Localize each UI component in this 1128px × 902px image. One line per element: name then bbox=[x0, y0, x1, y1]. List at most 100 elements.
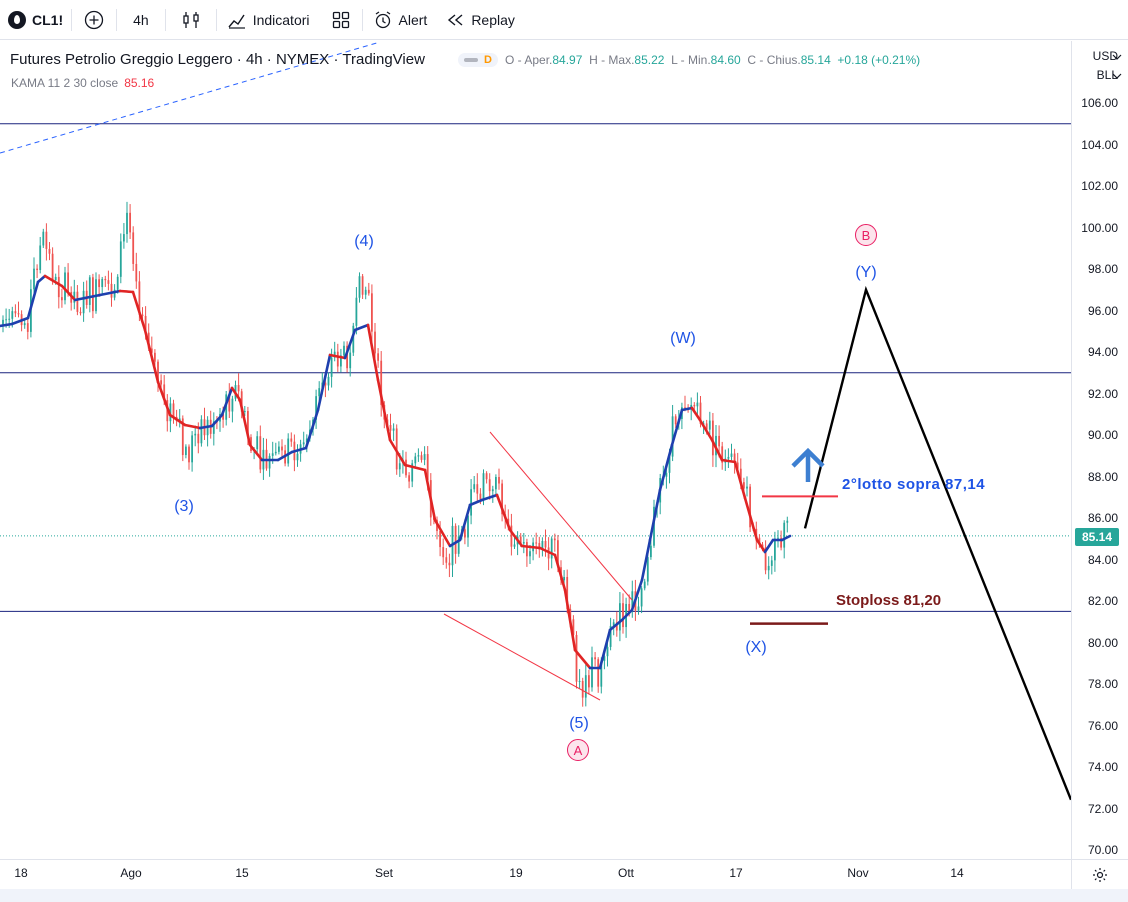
alert-button[interactable]: Alert bbox=[363, 0, 438, 40]
kama-segment bbox=[131, 290, 147, 332]
candle-body bbox=[231, 398, 234, 412]
candle-body bbox=[467, 515, 469, 538]
indicators-chart-icon bbox=[228, 14, 245, 29]
price-axis[interactable]: USD BLL 106.00 104.00 102.00 100.00 98.00 96.… bbox=[1071, 41, 1128, 859]
kama-segment bbox=[698, 418, 714, 442]
candle-body bbox=[364, 289, 367, 295]
currency-dropdown-icon[interactable] bbox=[1112, 54, 1122, 60]
kama-segment bbox=[598, 628, 612, 670]
replay-button[interactable]: Replay bbox=[437, 0, 525, 40]
candle-body bbox=[643, 581, 646, 589]
kama-legend[interactable]: KAMA 11 2 30 close 85.16 bbox=[11, 76, 154, 90]
currency-label[interactable]: USD bbox=[1092, 49, 1118, 63]
candle-body bbox=[575, 634, 578, 682]
price-tick-label: 96.00 bbox=[1087, 303, 1118, 318]
candle-body bbox=[11, 311, 14, 319]
candle-body bbox=[541, 540, 544, 550]
kama-segment bbox=[680, 406, 694, 412]
candle-body bbox=[178, 418, 181, 421]
kama-segment bbox=[60, 284, 77, 302]
time-tick-label: 17 bbox=[729, 866, 743, 880]
kama-segment bbox=[0, 322, 14, 328]
indicators-button[interactable]: Indicatori bbox=[217, 0, 320, 40]
candle-body bbox=[374, 331, 376, 354]
candle-body bbox=[116, 276, 119, 290]
wave-a-circle-label: A bbox=[567, 739, 589, 761]
candle-body bbox=[420, 455, 423, 460]
kama-segment bbox=[573, 648, 592, 670]
candle-body bbox=[566, 576, 569, 609]
candle-body bbox=[302, 442, 305, 445]
candle-body bbox=[705, 423, 708, 430]
elliott-projection-path[interactable] bbox=[803, 285, 1071, 801]
compare-button[interactable] bbox=[72, 0, 116, 40]
candle-body bbox=[197, 433, 200, 444]
chart-legend: Futures Petrolio Greggio Leggero · 4h · … bbox=[10, 51, 920, 68]
candle-body bbox=[628, 603, 631, 611]
wedge-lower-line[interactable] bbox=[443, 613, 601, 701]
kama-segment bbox=[238, 398, 252, 447]
candle-body bbox=[73, 291, 76, 303]
candle-body bbox=[88, 277, 91, 305]
kama-segment bbox=[608, 618, 624, 632]
kama-segment bbox=[458, 503, 472, 542]
candle-body bbox=[172, 403, 175, 417]
chart-type-button[interactable] bbox=[166, 0, 216, 40]
time-axis[interactable] bbox=[0, 859, 1071, 889]
candle-body bbox=[584, 675, 587, 698]
candle-body bbox=[650, 545, 652, 558]
kama-segment bbox=[553, 553, 567, 592]
candle-body bbox=[619, 603, 621, 631]
candle-body bbox=[749, 486, 751, 528]
crude-oil-logo-icon bbox=[8, 10, 26, 29]
time-tick-label: 14 bbox=[950, 866, 964, 880]
kama-segment bbox=[640, 538, 652, 582]
wave-3-label: (3) bbox=[174, 498, 194, 515]
time-tick-label: 18 bbox=[14, 866, 28, 880]
alarm-clock-icon bbox=[375, 10, 390, 28]
plus-circle-icon bbox=[84, 10, 104, 29]
candle-body bbox=[380, 360, 383, 405]
candle-body bbox=[54, 276, 57, 281]
kama-segment bbox=[508, 528, 524, 548]
candle-body bbox=[185, 446, 187, 456]
candle-body bbox=[777, 537, 779, 539]
candle-body bbox=[770, 560, 773, 566]
wave-y-label: (Y) bbox=[855, 264, 877, 281]
candle-body bbox=[553, 538, 556, 541]
price-chart-svg[interactable] bbox=[0, 41, 1071, 859]
wave-4-label: (4) bbox=[354, 233, 374, 250]
unit-dropdown-icon[interactable] bbox=[1112, 73, 1122, 79]
kama-segment bbox=[433, 518, 452, 548]
candle-body bbox=[591, 657, 593, 688]
chart-settings-button[interactable] bbox=[1071, 859, 1128, 889]
candle-body bbox=[411, 463, 414, 482]
data-badge[interactable]: D bbox=[458, 53, 498, 67]
candle-body bbox=[758, 537, 761, 545]
layouts-button[interactable] bbox=[320, 0, 362, 40]
gear-icon bbox=[1093, 867, 1107, 882]
candle-body bbox=[485, 473, 488, 480]
candle-body bbox=[2, 319, 4, 326]
candle-body bbox=[150, 348, 153, 353]
price-tick-label: 90.00 bbox=[1087, 428, 1118, 442]
chart-pane[interactable] bbox=[0, 41, 1071, 859]
candle-body bbox=[45, 231, 48, 249]
kama-segment bbox=[670, 408, 684, 447]
candle-body bbox=[581, 680, 584, 698]
unit-label[interactable]: BLL bbox=[1096, 68, 1118, 82]
candle-body bbox=[637, 606, 640, 611]
separator bbox=[71, 8, 73, 31]
interval-button[interactable]: 4h bbox=[117, 0, 165, 40]
candle-body bbox=[718, 435, 720, 447]
candle-body bbox=[600, 660, 603, 687]
wedge-upper-line[interactable] bbox=[489, 431, 633, 601]
dashed-trend-line[interactable] bbox=[0, 41, 381, 154]
candle-body bbox=[340, 355, 342, 367]
arrow-up-icon[interactable] bbox=[791, 447, 825, 482]
second-lot-note: 2°lotto sopra 87,14 bbox=[842, 476, 986, 493]
symbol-search[interactable]: CL1! bbox=[0, 0, 71, 40]
kama-segment bbox=[248, 443, 264, 462]
candles-icon bbox=[183, 11, 199, 28]
candle-body bbox=[271, 453, 274, 456]
